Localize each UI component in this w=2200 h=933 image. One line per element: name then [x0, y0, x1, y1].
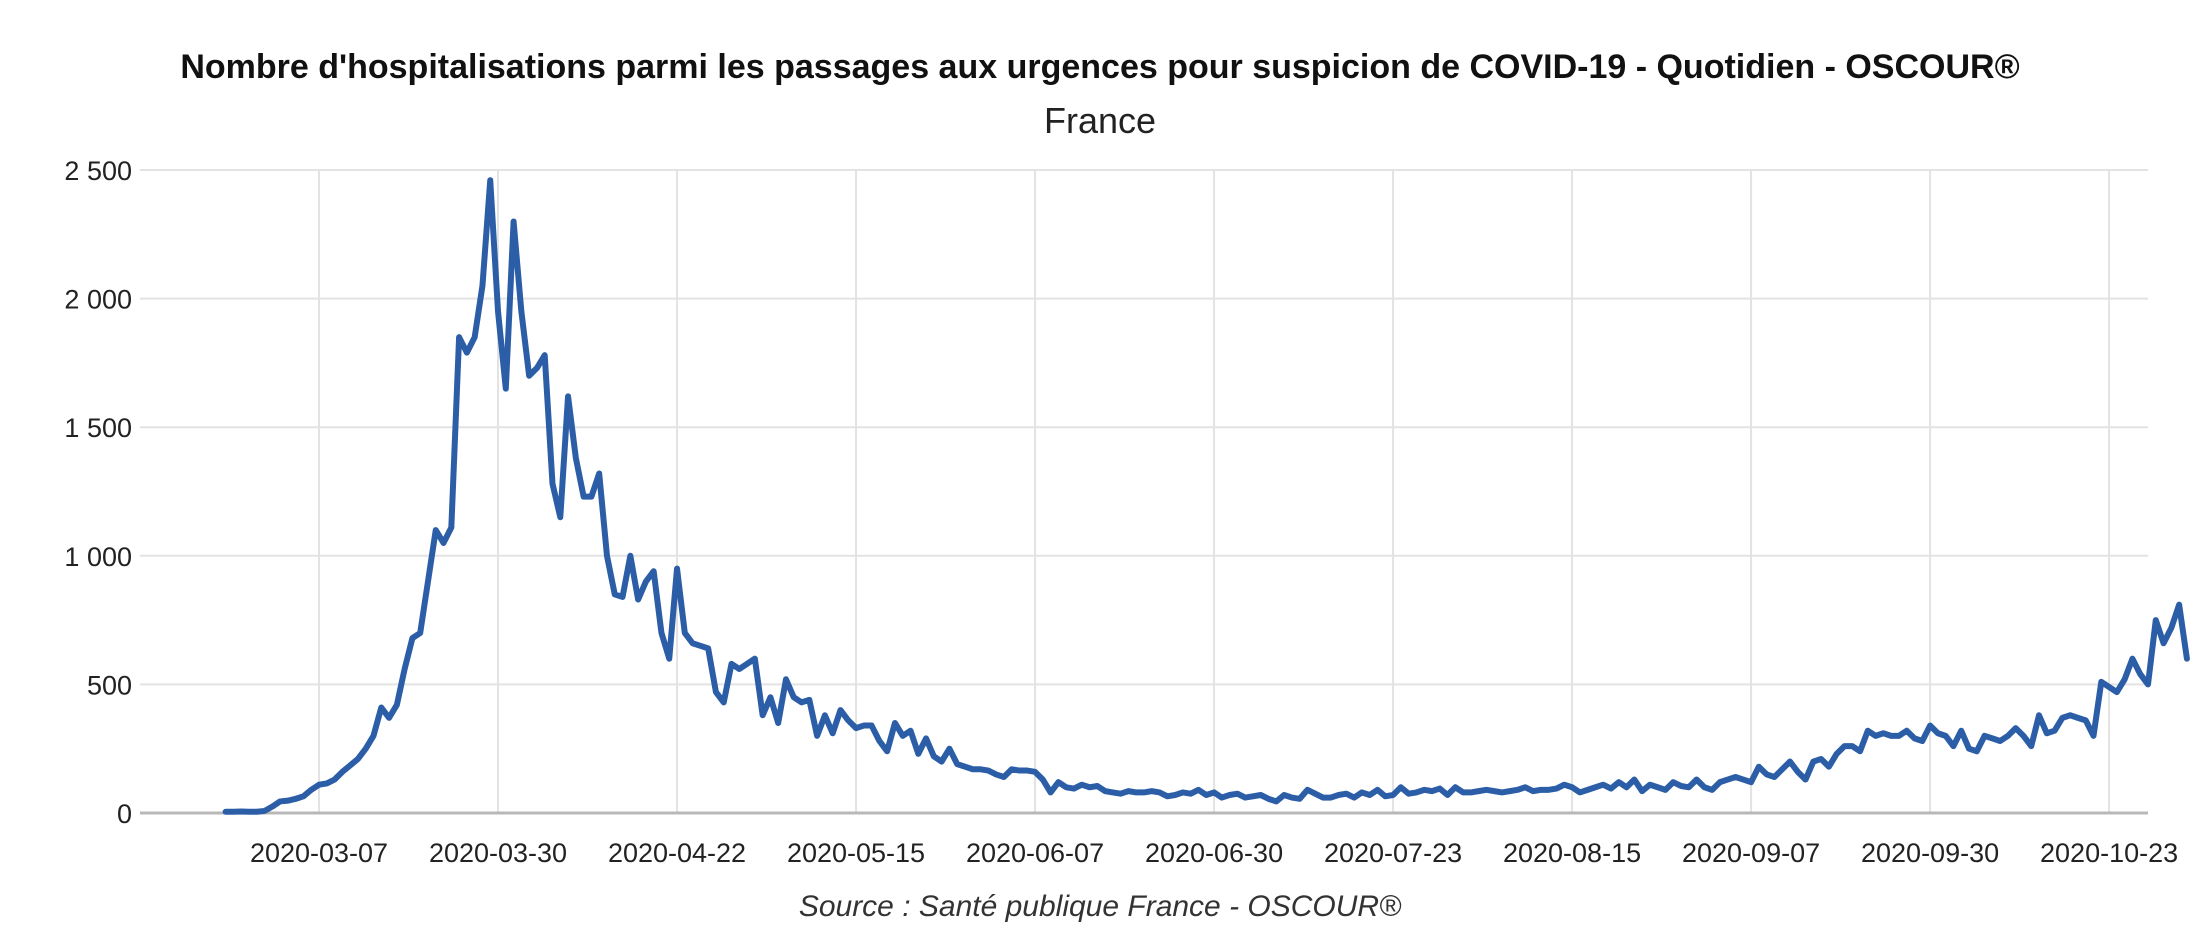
x-tick-label: 2020-04-22 [608, 838, 746, 868]
y-tick-label: 1 000 [64, 542, 132, 572]
y-tick-label: 2 000 [64, 285, 132, 315]
x-tick-label: 2020-09-07 [1682, 838, 1820, 868]
y-axis-tick-labels: 0 500 1 000 1 500 2 000 2 500 [64, 156, 132, 829]
x-tick-label: 2020-09-30 [1861, 838, 1999, 868]
x-tick-label: 2020-06-30 [1145, 838, 1283, 868]
x-tick-label: 2020-03-30 [429, 838, 567, 868]
x-tick-label: 2020-06-07 [966, 838, 1104, 868]
chart-title: Nombre d'hospitalisations parmi les pass… [180, 48, 2020, 86]
y-tick-label: 2 500 [64, 156, 132, 186]
x-gridlines [318, 170, 2111, 813]
series-line [222, 177, 2190, 815]
x-tick-label: 2020-05-15 [787, 838, 925, 868]
x-tick-label: 2020-07-23 [1324, 838, 1462, 868]
y-tick-label: 500 [87, 670, 132, 700]
x-axis-tick-labels: 2020-03-07 2020-03-30 2020-04-22 2020-05-15… [250, 838, 2178, 868]
y-gridlines [140, 169, 2148, 686]
y-tick-label: 0 [117, 799, 132, 829]
y-tick-label: 1 500 [64, 413, 132, 443]
x-tick-label: 2020-03-07 [250, 838, 388, 868]
x-tick-label: 2020-10-23 [2040, 838, 2178, 868]
chart-subtitle: France [1043, 100, 1157, 141]
chart-source: Source : Santé publique France - OSCOUR® [798, 890, 1402, 923]
x-tick-label: 2020-08-15 [1503, 838, 1641, 868]
